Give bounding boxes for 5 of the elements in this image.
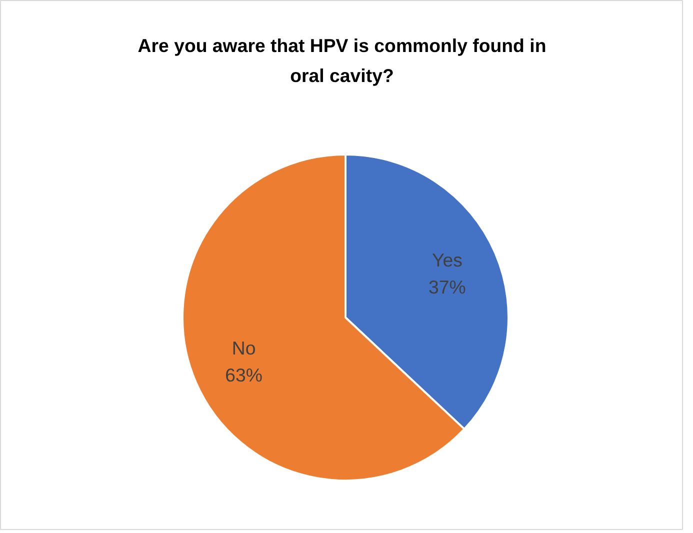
slice-label: No <box>232 337 256 358</box>
slice-label: Yes <box>432 249 462 270</box>
chart-title: Are you aware that HPV is commonly found in oral cavity? <box>138 35 546 86</box>
data-label: 37% <box>428 276 466 298</box>
data-label: 63% <box>225 364 262 386</box>
